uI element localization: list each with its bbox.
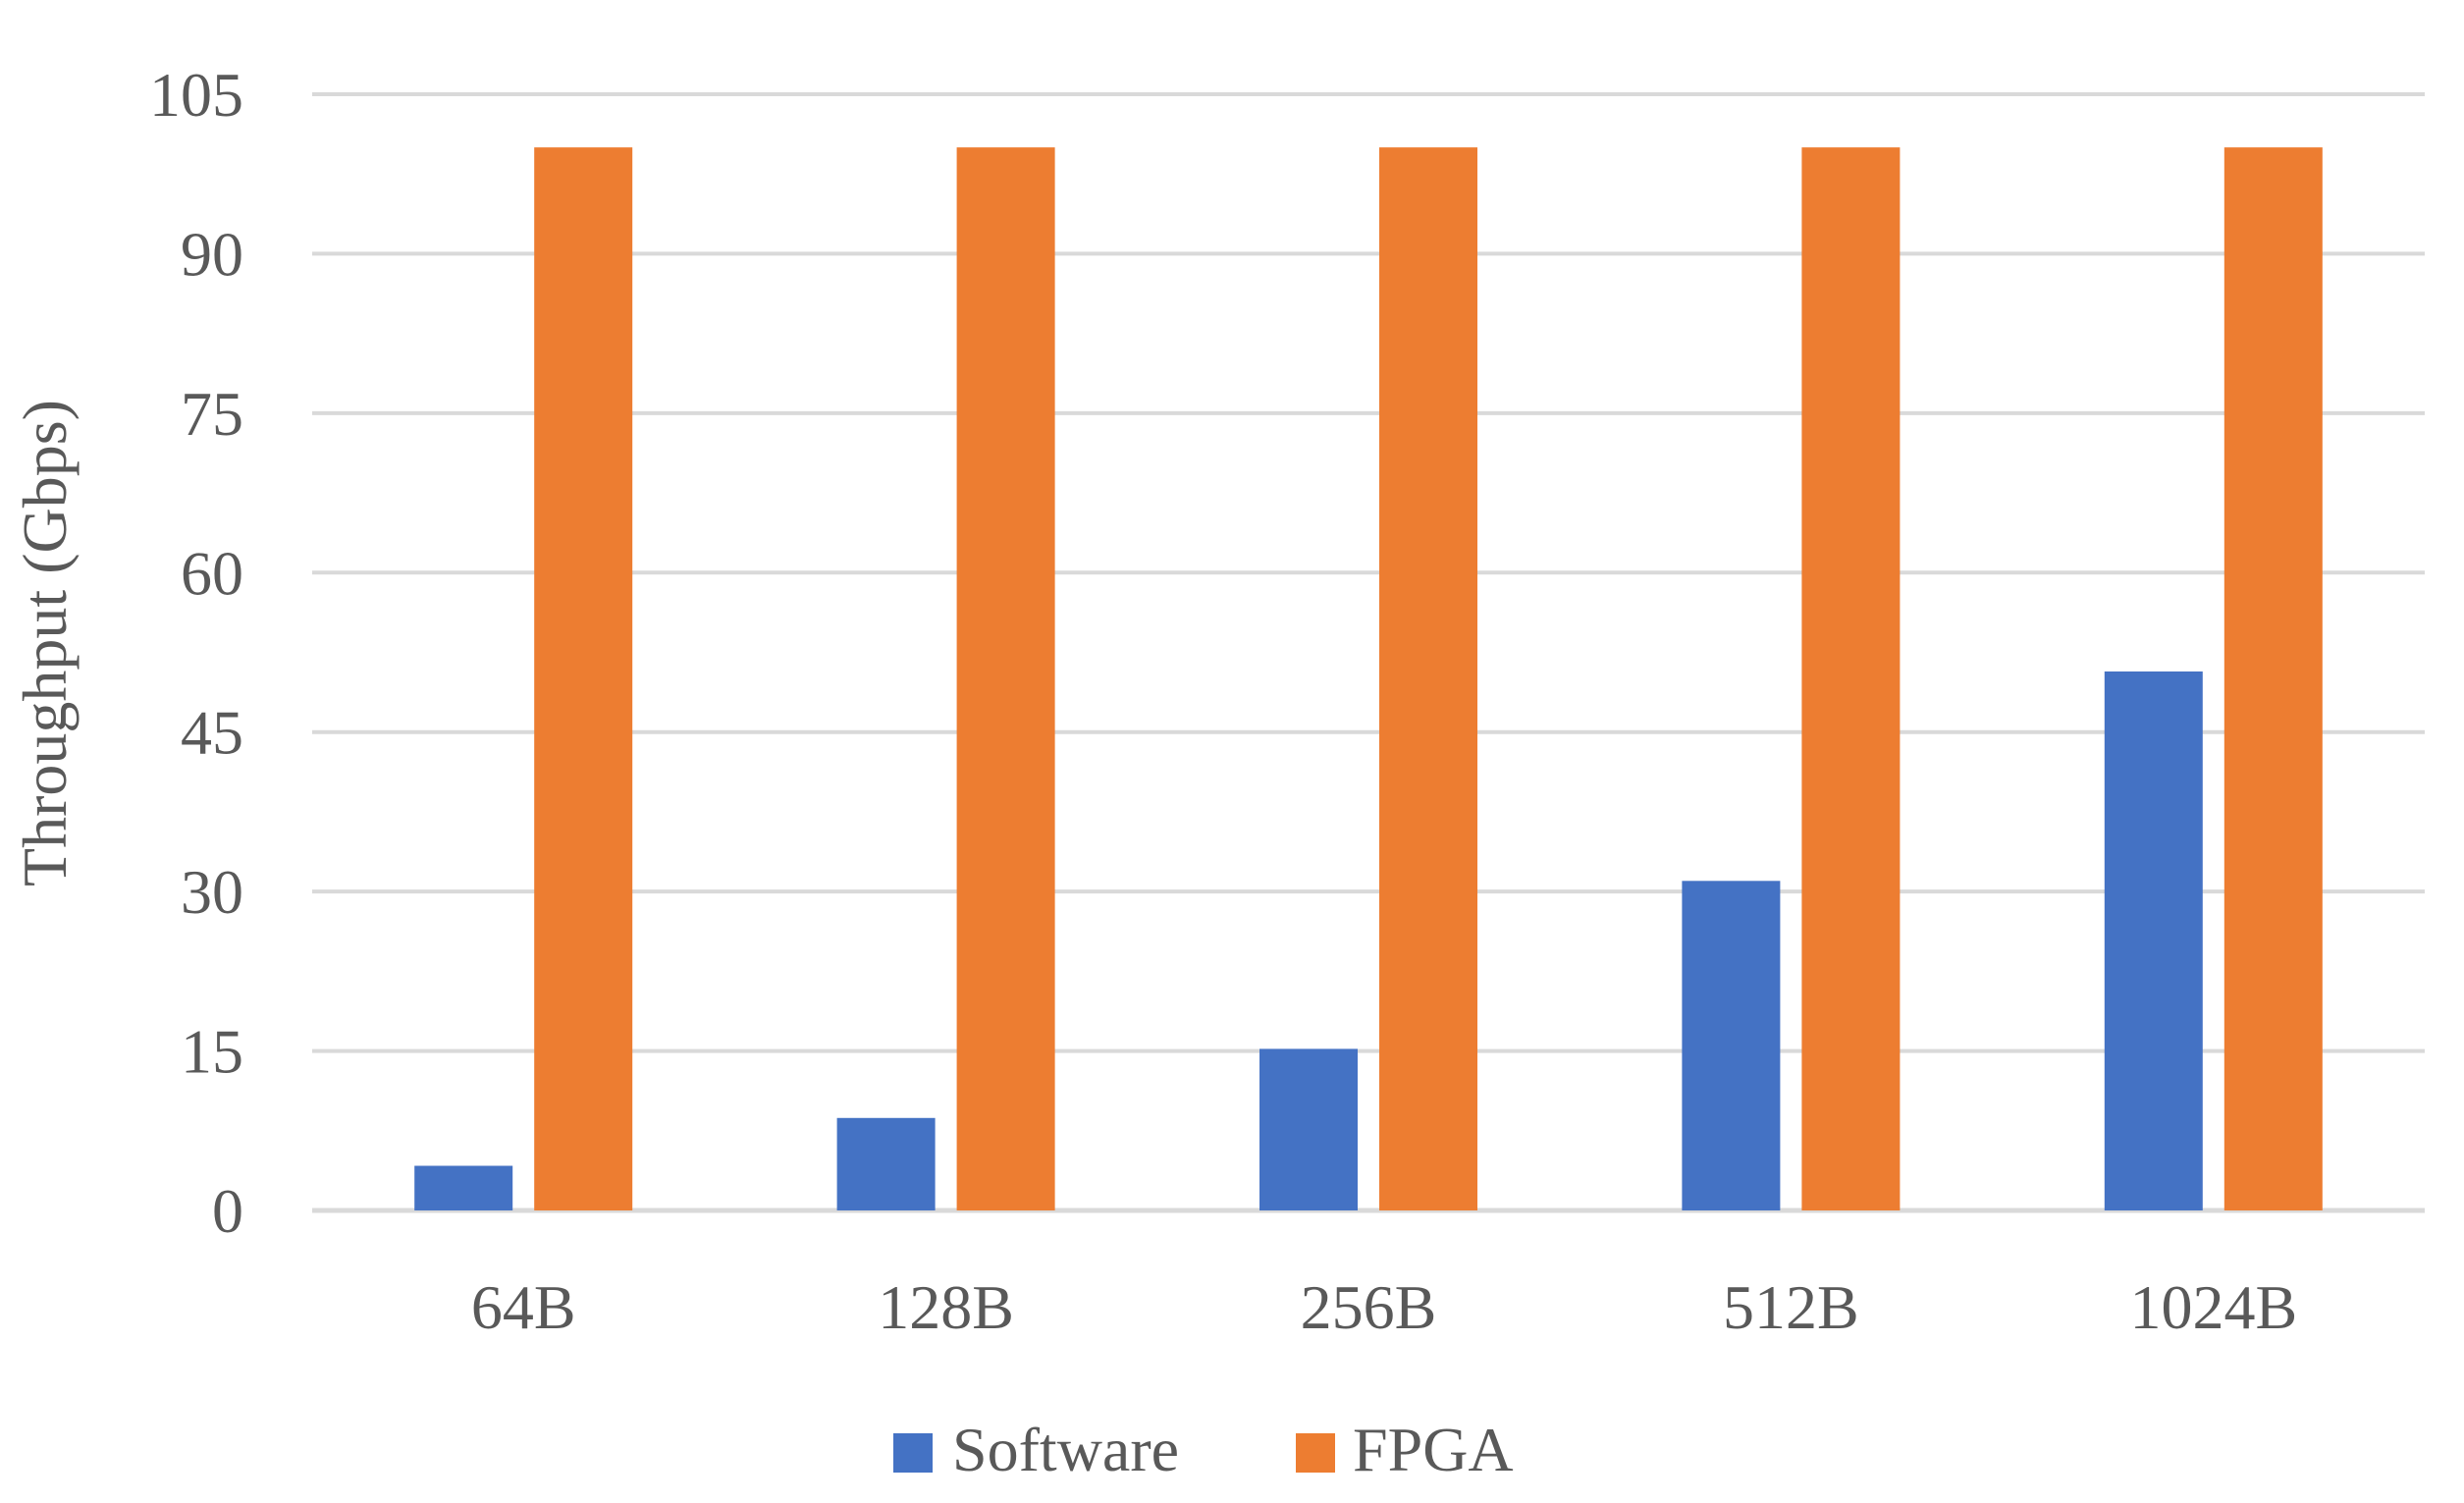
bar-software-1024b [2104,671,2203,1210]
legend-label-fpga: FPGA [1353,1415,1514,1484]
bar-software-512b [1682,881,1781,1210]
x-tick-label: 128B [878,1272,1014,1342]
legend-swatch-software [893,1433,933,1473]
y-axis-title: Throughput (Gbps) [10,400,80,886]
y-tick-label: 30 [181,857,243,927]
y-tick-label: 0 [212,1176,243,1246]
legend: Software FPGA [893,1415,1514,1484]
y-tick-label: 75 [181,379,243,449]
x-tick-label: 256B [1301,1272,1437,1342]
bar-software-256b [1259,1048,1358,1210]
y-axis-ticks: 0 15 30 45 60 75 90 105 [149,60,243,1246]
x-tick-label: 512B [1723,1272,1859,1342]
legend-label-software: Software [952,1415,1179,1484]
bar-software-64b [414,1165,513,1210]
bar-software-128b [836,1117,936,1210]
bars [414,147,2323,1211]
bar-fpga-1024b [2223,147,2323,1211]
y-tick-label: 90 [181,219,243,289]
y-tick-label: 105 [149,60,243,130]
bar-fpga-64b [534,147,633,1211]
x-tick-label: 64B [471,1272,576,1342]
legend-swatch-fpga [1296,1433,1335,1473]
y-tick-label: 60 [181,538,243,608]
x-axis-ticks: 64B 128B 256B 512B 1024B [471,1272,2297,1342]
gridlines [312,92,2425,1213]
bar-fpga-256b [1379,147,1477,1211]
x-tick-label: 1024B [2129,1272,2297,1342]
bar-fpga-512b [1801,147,1901,1211]
bar-fpga-128b [956,147,1055,1211]
y-tick-label: 15 [181,1017,243,1087]
y-tick-label: 45 [181,698,243,768]
